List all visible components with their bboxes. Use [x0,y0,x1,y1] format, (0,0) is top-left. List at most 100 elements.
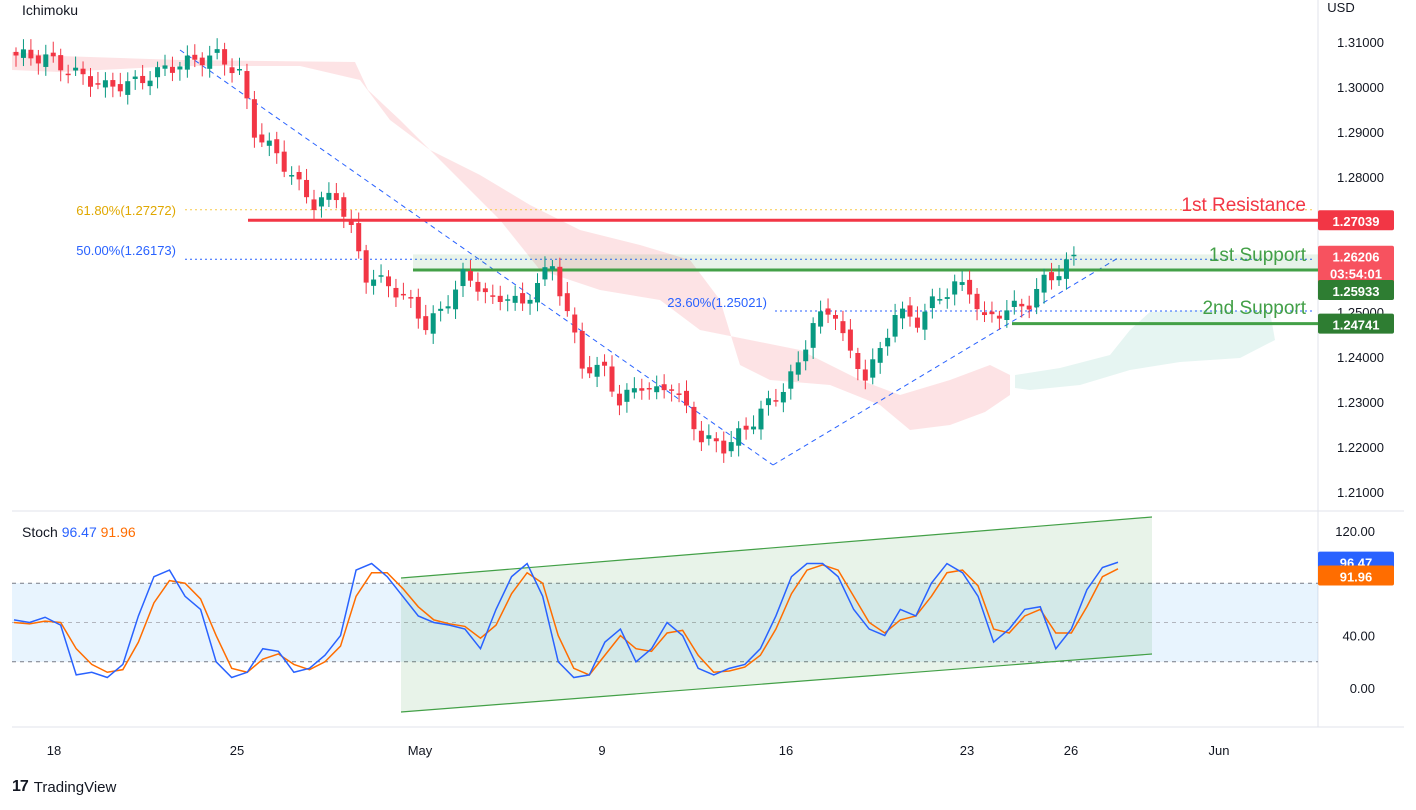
price-tick: 1.28000 [1337,170,1384,185]
candle-body [937,299,943,301]
candle-body [1041,274,1047,293]
stoch-legend: Stoch 96.47 91.96 [22,524,136,540]
candle-body [557,266,563,297]
candle-body [996,315,1002,319]
support-1-annotation: 1st Support [1209,245,1307,266]
candle-body [639,388,645,391]
fib-trend-line-down [179,49,774,466]
candle-body [311,199,317,211]
candle-body [825,308,831,315]
candle-body [982,312,987,316]
candle-body [65,73,71,76]
badge-stoch-d-bg [1318,565,1394,586]
candle-body [58,55,64,71]
candle-body [207,55,213,69]
stoch-d-line [13,564,1119,676]
candle-body [818,311,824,327]
candle-body [922,311,928,330]
candle-body [43,54,49,67]
candle-body [736,428,742,446]
candle-body [803,349,809,362]
candle-body [877,348,883,363]
candle-body [423,316,429,331]
candle-body [728,442,734,452]
candle-body [400,293,406,296]
badge-stoch-d-text: 91.96 [1340,570,1373,585]
candle-body [631,388,637,393]
candle-body [132,76,138,79]
candle-body [363,250,369,283]
channel-lower-line [400,653,1153,713]
candle-body [192,54,198,60]
candle-body [117,84,123,92]
candle-body [453,289,459,310]
time-label: May [408,743,433,758]
badge-support-1-text: 1.25933 [1333,284,1380,299]
ichimoku-cloud-bullish [1015,310,1275,390]
candle-body [989,311,995,315]
candle-body [140,75,146,84]
candle-body [907,305,913,317]
candle-body [788,371,794,389]
candle-body [1004,310,1010,321]
candle-body [602,361,608,366]
price-tick: 1.23000 [1337,395,1384,410]
candle-body [304,179,310,198]
candle-body [974,293,980,310]
candle-body [229,67,235,74]
currency-label: USD [1327,0,1354,15]
candle-body [505,299,511,301]
candle-body [833,315,838,319]
candle-body [967,279,973,295]
candle-body [460,269,466,287]
candle-body [490,295,496,297]
price-tick: 1.31000 [1337,35,1384,50]
stoch-tick: 0.00 [1350,681,1375,696]
candle-body [259,134,265,143]
time-label: 9 [598,743,605,758]
candle-body [773,400,779,402]
candle-body [102,80,108,88]
candle-body [959,282,965,285]
candle-body [624,389,630,402]
candle-body [892,315,898,337]
candle-body [646,387,652,390]
tv-logo-icon: 17 [12,778,29,795]
candle-body [698,430,704,443]
candle-body [840,321,846,334]
time-label: Jun [1209,743,1230,758]
candle-body [855,352,861,370]
candle-body [169,66,175,73]
candle-body [691,406,697,430]
candle-body [1049,272,1055,281]
resistance-1-annotation: 1st Resistance [1181,195,1306,216]
candle-body [13,51,19,56]
candle-body [73,67,79,71]
candle-body [929,296,935,309]
candle-body [497,295,503,302]
candle-body [445,306,451,309]
candle-body [706,435,712,439]
stoch-tick: 40.00 [1342,629,1375,644]
badge-support-2-text: 1.24741 [1333,318,1380,333]
time-label: 16 [779,743,793,758]
candle-body [467,271,473,281]
candle-body [371,279,377,286]
candle-body [564,293,570,312]
stoch-tick: 120.00 [1335,524,1375,539]
time-label: 25 [230,743,244,758]
tradingview-logo[interactable]: 17 TradingView [12,778,116,796]
candle-body [341,197,347,217]
candle-body [177,66,183,70]
candle-body [378,275,384,277]
candle-body [266,140,272,146]
fib-618-label: 61.80%(1.27272) [76,203,176,218]
badge-last-price-text: 03:54:01 [1330,267,1382,282]
candle-body [237,68,242,71]
candle-body [199,57,205,66]
candle-body [847,329,853,351]
candle-body [780,391,786,403]
candle-body [326,192,332,200]
badge-last-price-text: 1.26206 [1333,250,1380,265]
